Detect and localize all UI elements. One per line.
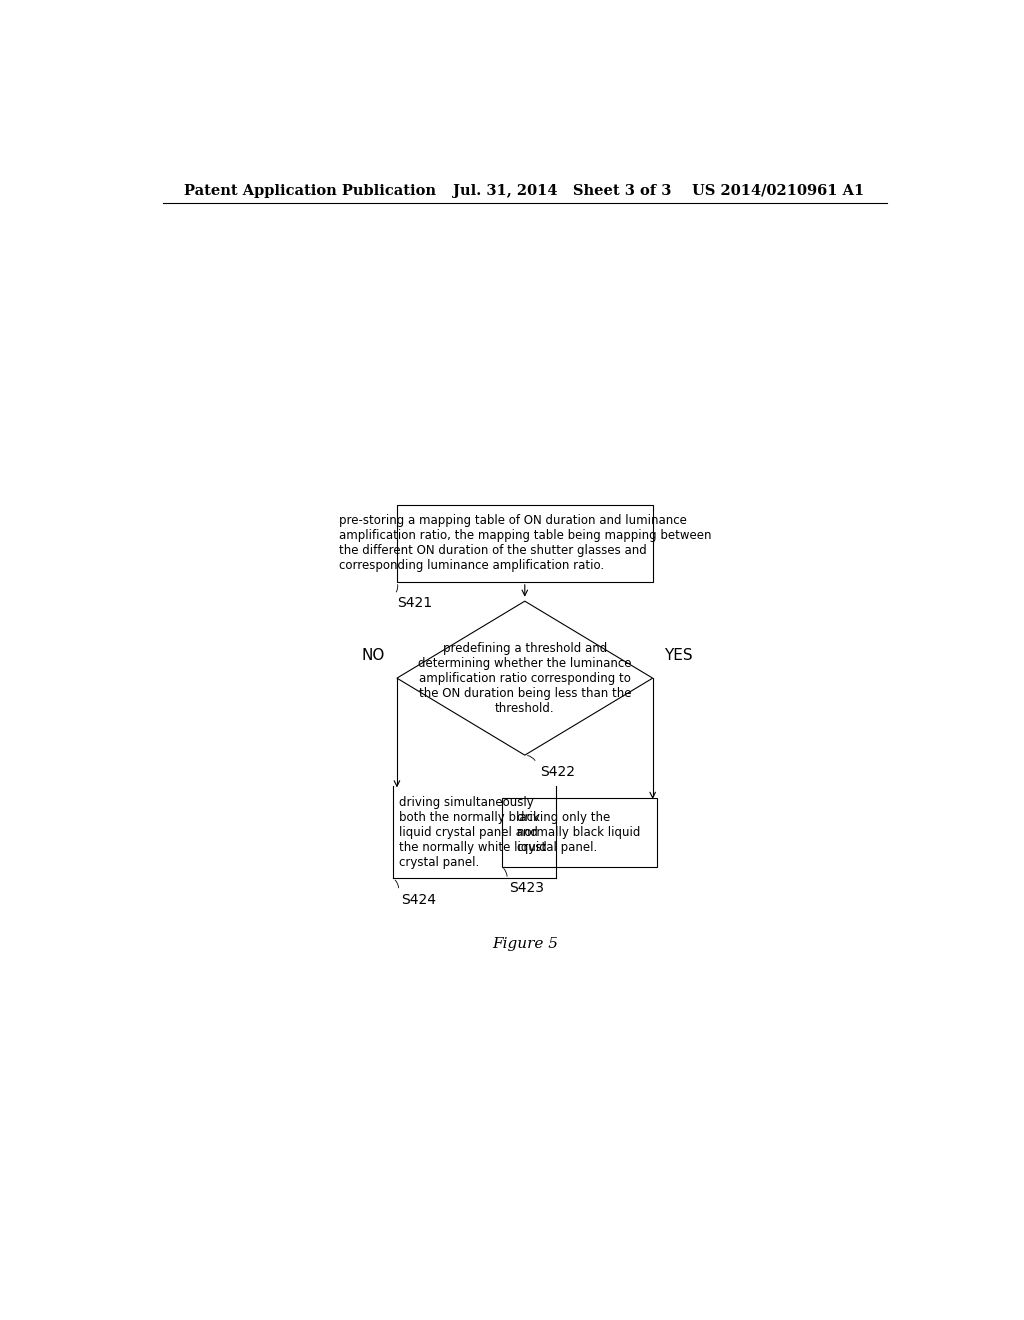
Text: NO: NO bbox=[361, 648, 385, 663]
Text: driving simultaneously
both the normally black
liquid crystal panel and
the norm: driving simultaneously both the normally… bbox=[399, 796, 547, 869]
Text: driving only the
normally black liquid
crystal panel.: driving only the normally black liquid c… bbox=[517, 810, 641, 854]
Text: Figure 5: Figure 5 bbox=[492, 937, 558, 950]
Text: YES: YES bbox=[665, 648, 693, 663]
FancyBboxPatch shape bbox=[397, 506, 652, 582]
Text: S421: S421 bbox=[397, 597, 432, 610]
Text: Patent Application Publication: Patent Application Publication bbox=[183, 183, 436, 198]
Text: pre-storing a mapping table of ON duration and luminance
amplification ratio, th: pre-storing a mapping table of ON durati… bbox=[339, 515, 711, 573]
Text: S423: S423 bbox=[509, 882, 545, 895]
Text: Jul. 31, 2014   Sheet 3 of 3: Jul. 31, 2014 Sheet 3 of 3 bbox=[454, 183, 672, 198]
Text: S424: S424 bbox=[400, 892, 436, 907]
FancyBboxPatch shape bbox=[502, 797, 656, 867]
Text: US 2014/0210961 A1: US 2014/0210961 A1 bbox=[692, 183, 864, 198]
Polygon shape bbox=[397, 601, 652, 755]
Text: S422: S422 bbox=[541, 766, 575, 779]
Text: predefining a threshold and
determining whether the luminance
amplification rati: predefining a threshold and determining … bbox=[418, 642, 632, 714]
